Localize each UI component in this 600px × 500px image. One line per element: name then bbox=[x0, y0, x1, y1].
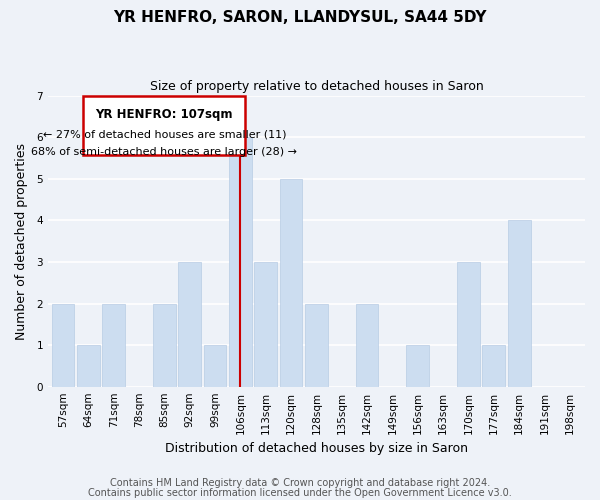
Bar bbox=[356, 304, 379, 386]
Text: 68% of semi-detached houses are larger (28) →: 68% of semi-detached houses are larger (… bbox=[31, 148, 298, 158]
Bar bbox=[178, 262, 201, 386]
Bar bbox=[280, 178, 302, 386]
Text: YR HENFRO: 107sqm: YR HENFRO: 107sqm bbox=[95, 108, 233, 121]
Y-axis label: Number of detached properties: Number of detached properties bbox=[15, 142, 28, 340]
Text: ← 27% of detached houses are smaller (11): ← 27% of detached houses are smaller (11… bbox=[43, 130, 286, 140]
Bar bbox=[406, 345, 429, 387]
Text: YR HENFRO, SARON, LLANDYSUL, SA44 5DY: YR HENFRO, SARON, LLANDYSUL, SA44 5DY bbox=[113, 10, 487, 25]
Bar bbox=[153, 304, 176, 386]
Bar bbox=[102, 304, 125, 386]
Text: Contains HM Land Registry data © Crown copyright and database right 2024.: Contains HM Land Registry data © Crown c… bbox=[110, 478, 490, 488]
Bar bbox=[457, 262, 480, 386]
FancyBboxPatch shape bbox=[83, 96, 245, 154]
Bar bbox=[52, 304, 74, 386]
X-axis label: Distribution of detached houses by size in Saron: Distribution of detached houses by size … bbox=[165, 442, 468, 455]
Bar bbox=[77, 345, 100, 387]
Bar bbox=[254, 262, 277, 386]
Bar bbox=[508, 220, 530, 386]
Bar bbox=[305, 304, 328, 386]
Text: Contains public sector information licensed under the Open Government Licence v3: Contains public sector information licen… bbox=[88, 488, 512, 498]
Bar bbox=[482, 345, 505, 387]
Title: Size of property relative to detached houses in Saron: Size of property relative to detached ho… bbox=[149, 80, 483, 93]
Bar bbox=[203, 345, 226, 387]
Bar bbox=[229, 137, 252, 386]
